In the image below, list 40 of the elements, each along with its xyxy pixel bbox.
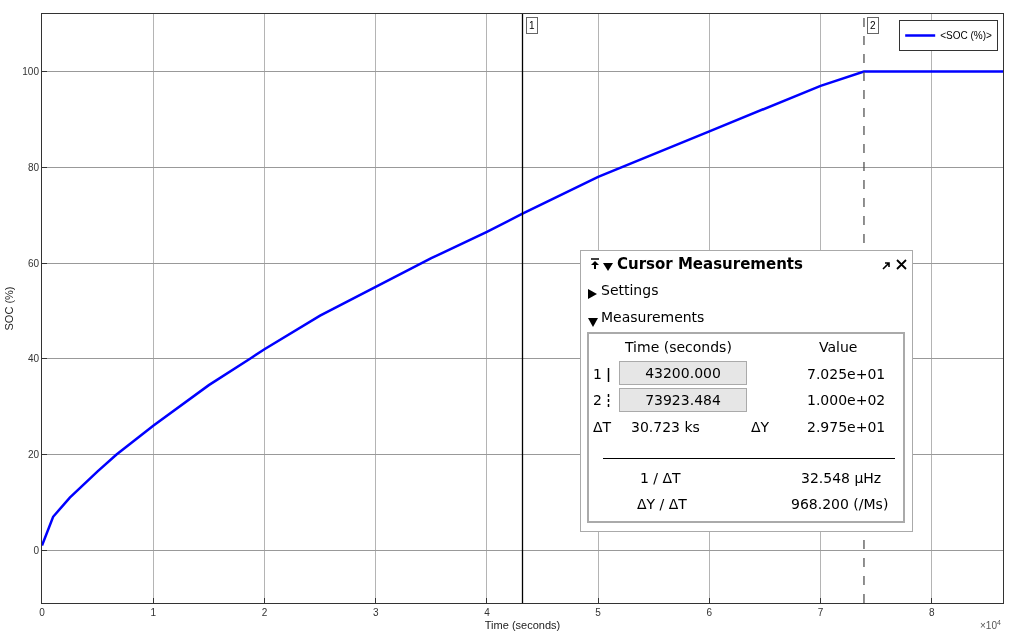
y-tick-label: 60 [27,257,40,269]
annotation: 32.548 µHz [801,470,882,486]
annotation: Settings [601,282,659,298]
annotation: 1 [529,20,535,31]
annotation: 2 [593,392,602,408]
text: ×10$^{4}$ [980,619,1001,632]
annotation: ΔY / ΔT [637,496,687,512]
y-axis-title: SOC (%) [2,286,15,331]
x-tick-label: 4 [484,607,491,618]
x-axis-title: Time (seconds) [484,619,561,632]
annotation: 1 [593,366,602,382]
y-tick-label: 100 [22,65,40,77]
annotation: ΔT [593,419,612,435]
text: Cursor Measurements [617,255,803,273]
annotation: 30.723 ks [631,419,700,435]
y-tick-label: 80 [27,161,40,173]
annotation: Time (seconds) [625,339,732,355]
x-tick-label: 1 [150,607,157,618]
annotation: 1 / ΔT [640,470,681,486]
annotation: Measurements [601,309,705,325]
y-tick-label: 0 [33,544,40,556]
annotation: 7.025e+01 [807,366,886,382]
x-tick-label: 8 [929,607,936,618]
x-tick-label: 5 [595,607,602,618]
legend-label: <SOC (%)> [940,30,993,42]
annotation: Value [819,339,858,355]
y-tick-label: 40 [27,353,40,365]
x-tick-label: 7 [817,607,824,618]
line-series [42,70,1003,547]
x-tick-label: 2 [261,607,268,618]
x-tick-label: 6 [706,607,713,618]
annotation: 43200.000 [619,361,747,385]
annotation: 2.975e+01 [807,419,886,435]
x-tick-label: 3 [372,607,379,618]
annotation: 968.200 (/Ms) [791,496,889,512]
annotation: ΔY [751,419,770,435]
y-tick-label: 20 [27,449,40,461]
annotation: 1.000e+02 [807,392,886,408]
annotation: 2 [870,20,876,31]
annotation: 73923.484 [619,388,747,412]
